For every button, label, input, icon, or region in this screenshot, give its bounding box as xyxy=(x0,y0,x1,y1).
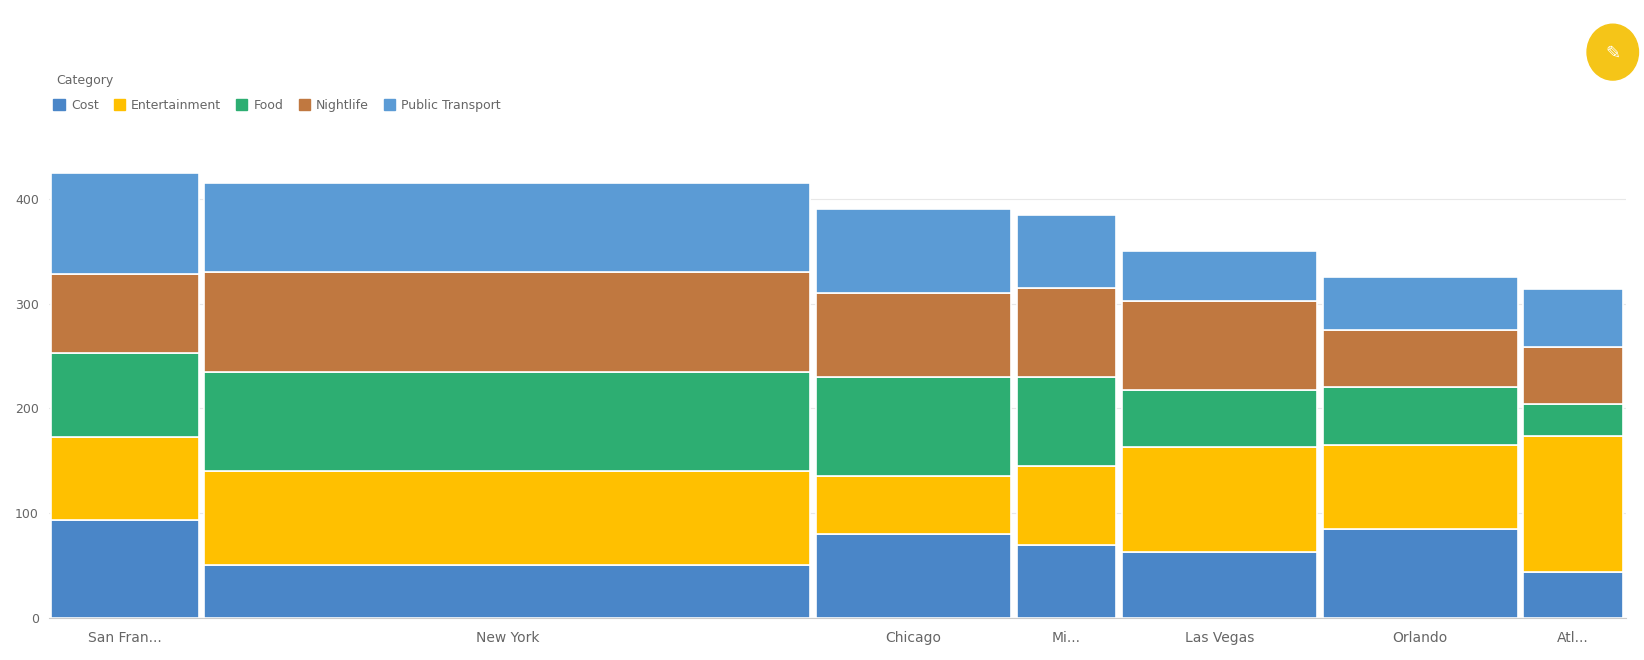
Bar xyxy=(51,275,199,353)
Bar xyxy=(1323,529,1517,618)
Bar xyxy=(1018,544,1116,618)
Bar xyxy=(815,377,1011,477)
Bar xyxy=(1018,377,1116,466)
Bar xyxy=(1524,572,1623,618)
Bar xyxy=(1524,346,1623,404)
Bar xyxy=(1524,436,1623,572)
Bar xyxy=(1018,214,1116,288)
Bar xyxy=(204,471,810,566)
Bar xyxy=(1121,389,1317,447)
Bar xyxy=(1121,251,1317,300)
Bar xyxy=(204,272,810,372)
Bar xyxy=(1323,387,1517,445)
Legend: Cost, Entertainment, Food, Nightlife, Public Transport: Cost, Entertainment, Food, Nightlife, Pu… xyxy=(53,98,501,112)
Bar xyxy=(1524,404,1623,436)
Bar xyxy=(815,209,1011,293)
Bar xyxy=(51,173,199,275)
Bar xyxy=(1121,552,1317,618)
Text: Category: Category xyxy=(56,73,113,86)
Bar xyxy=(1323,330,1517,387)
Bar xyxy=(1121,447,1317,552)
Bar xyxy=(1524,289,1623,346)
Bar xyxy=(1121,300,1317,389)
Bar xyxy=(1323,277,1517,330)
Bar xyxy=(204,183,810,272)
Bar xyxy=(204,372,810,471)
Bar xyxy=(204,566,810,618)
Bar xyxy=(1323,445,1517,529)
Bar xyxy=(1018,288,1116,377)
Bar xyxy=(51,437,199,521)
Bar xyxy=(815,477,1011,534)
Bar xyxy=(815,534,1011,618)
Bar xyxy=(815,293,1011,377)
Text: ✎: ✎ xyxy=(1605,44,1621,62)
Circle shape xyxy=(1586,24,1639,80)
Bar xyxy=(1018,466,1116,544)
Bar xyxy=(51,521,199,618)
Bar xyxy=(51,353,199,437)
